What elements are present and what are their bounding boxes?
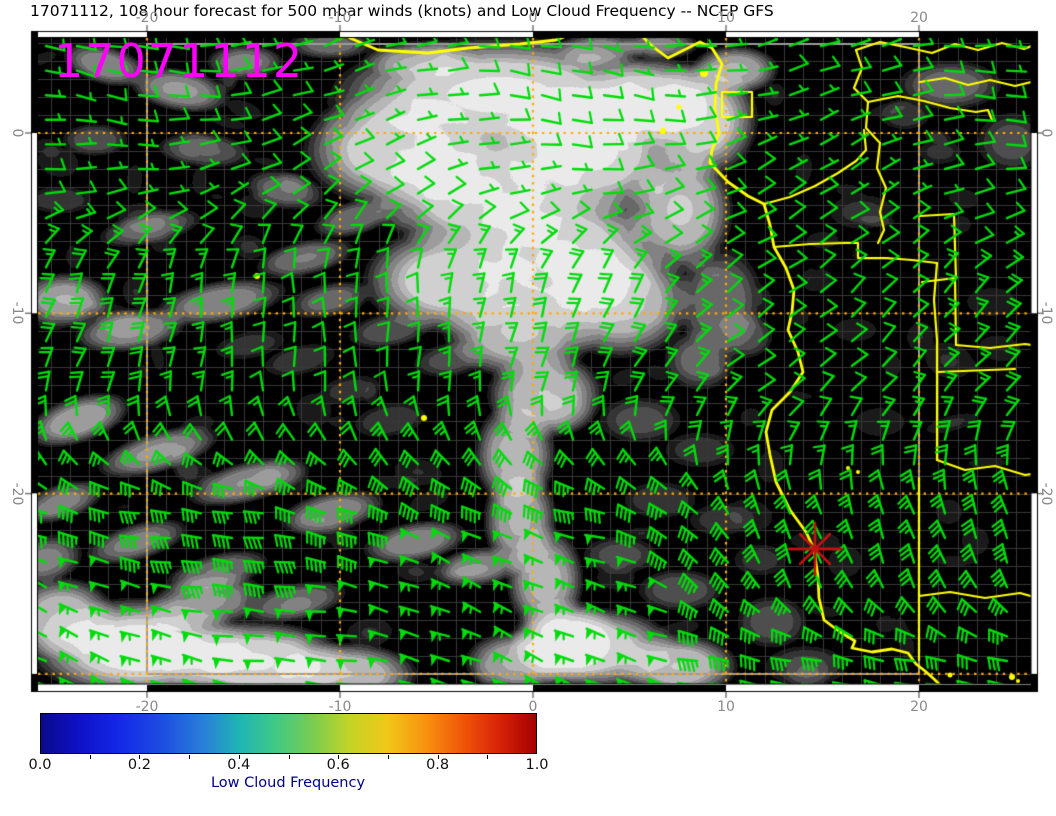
colorbar-minor-tick	[288, 755, 290, 759]
colorbar-minor-tick	[487, 755, 489, 759]
lon-tick-label-top: -20	[135, 10, 159, 26]
lat-tick-label-right: -20	[1038, 482, 1054, 506]
colorbar-minor-tick	[189, 755, 191, 759]
colorbar-minor-tick	[387, 755, 389, 759]
colorbar-minor-tick	[238, 755, 240, 759]
colorbar-tick-label: 0.2	[127, 757, 151, 773]
colorbar-tick-label: 0.0	[28, 757, 52, 773]
lat-tick-label-right: -10	[1038, 301, 1054, 325]
lon-tick-label-top: 0	[528, 10, 538, 26]
lon-tick-label-top: 20	[910, 10, 928, 26]
timestamp-overlay: 17071112	[54, 34, 305, 88]
lon-tick-label-bottom: 20	[910, 699, 928, 715]
lon-tick-label-bottom: 0	[528, 699, 538, 715]
lon-tick-label-bottom: 10	[717, 699, 735, 715]
lon-tick-label-top: -10	[328, 10, 352, 26]
colorbar-label: Low Cloud Frequency	[210, 775, 366, 791]
lon-tick-label-bottom: -10	[328, 699, 352, 715]
lat-tick-label-right: 0	[1038, 128, 1054, 138]
colorbar-minor-tick	[139, 755, 141, 759]
lon-tick-label-top: 10	[717, 10, 735, 26]
colorbar-tick-label: 0.4	[227, 757, 251, 773]
colorbar-tick-label: 0.8	[426, 757, 450, 773]
lat-tick-label-left: 0	[9, 128, 25, 138]
lat-tick-label-left: -20	[9, 482, 25, 506]
colorbar-minor-tick	[338, 755, 340, 759]
lat-tick-label-left: -10	[9, 301, 25, 325]
colorbar-tick-label: 0.6	[326, 757, 350, 773]
colorbar-minor-tick	[89, 755, 91, 759]
lon-tick-label-bottom: -20	[135, 699, 159, 715]
colorbar	[40, 713, 537, 754]
colorbar-tick-label: 1.0	[525, 757, 549, 773]
colorbar-minor-tick	[437, 755, 439, 759]
